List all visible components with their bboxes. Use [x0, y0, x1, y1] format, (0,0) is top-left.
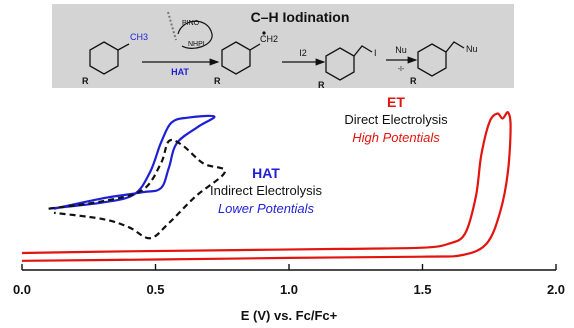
cv-series — [21, 111, 512, 262]
product-molecule: Nu R — [410, 41, 478, 86]
x-tick-label-4: 2.0 — [547, 282, 565, 297]
et-line2: High Potentials — [352, 130, 440, 145]
series-et-curve — [21, 111, 512, 262]
et-annotation: ET Direct Electrolysis High Potentials — [344, 94, 448, 145]
x-tick-labels: 0.0 0.5 1.0 1.5 2.0 — [13, 282, 565, 297]
radical-r-label: R — [214, 76, 221, 86]
x-axis-label: E (V) vs. Fc/Fc+ — [241, 308, 338, 323]
x-tick-label-1: 0.5 — [146, 282, 164, 297]
iodide-chain — [353, 45, 373, 57]
nhpi-label: NHPI — [188, 41, 205, 48]
et-title: ET — [387, 94, 405, 110]
toluene-molecule: CH3 R — [82, 32, 148, 86]
hat-line2: Lower Potentials — [218, 201, 315, 216]
hat-cycle: PINO NHPI HAT — [142, 11, 220, 77]
scheme-title: C–H Iodination — [251, 9, 350, 25]
cycle-arc — [177, 20, 213, 49]
mediator-bolt — [167, 11, 177, 41]
cv-plot: 0.0 0.5 1.0 1.5 2.0 E (V) vs. Fc/Fc+ — [13, 111, 565, 323]
x-tick-label-3: 1.5 — [413, 282, 431, 297]
methyl-label: CH3 — [130, 32, 148, 42]
pino-label: PINO — [182, 20, 200, 27]
hat-annotation: HAT Indirect Electrolysis Lower Potentia… — [210, 165, 322, 216]
hat-title: HAT — [252, 165, 280, 181]
radical-ch2-label: CH2 — [260, 34, 278, 44]
benzyl-iodide: I R — [318, 45, 377, 90]
radical-dot — [262, 31, 266, 35]
nucleophile-label: Nu — [395, 45, 407, 55]
benzyl-radical: CH2 R — [214, 31, 278, 86]
hat-arrow-label: HAT — [171, 67, 189, 77]
product-nu-label: Nu — [466, 44, 478, 54]
benzyl-bond — [117, 43, 130, 51]
r-group-label: R — [82, 76, 89, 86]
scheme-box — [52, 4, 514, 88]
series-hat-curve — [48, 114, 216, 210]
x-tick-label-0: 0.0 — [13, 282, 31, 297]
et-line1: Direct Electrolysis — [344, 112, 448, 127]
x-tick-marks — [21, 264, 557, 270]
x-tick-label-2: 1.0 — [280, 282, 298, 297]
hat-line1: Indirect Electrolysis — [210, 183, 322, 198]
series-mediator-curve — [48, 138, 226, 240]
product-chain — [445, 41, 465, 53]
iodine-label: I2 — [299, 48, 307, 58]
iodo-label: I — [374, 48, 377, 58]
product-r-label: R — [410, 76, 417, 86]
radical-bond — [249, 43, 261, 51]
reaction-scheme: C–H Iodination CH3 R PINO NHPI HAT CH2 R — [52, 4, 514, 90]
iodide-leaving-label: -I- — [398, 66, 405, 73]
iodide-r-label: R — [318, 80, 325, 90]
